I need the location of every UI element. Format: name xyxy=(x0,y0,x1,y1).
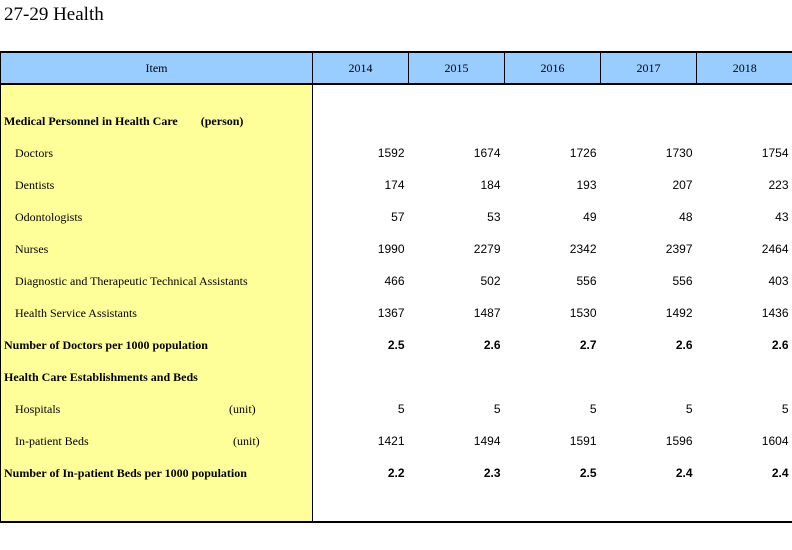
unit-label: (unit) xyxy=(233,433,260,448)
cell-value: 2279 xyxy=(473,242,501,256)
row-label-text: Doctors xyxy=(15,145,53,160)
table-header-row: Item 2014 2015 2016 2017 2018 xyxy=(0,51,792,85)
cell-value: 1367 xyxy=(377,306,405,320)
row-label-text: Hospitals xyxy=(15,401,61,416)
cell-value: 502 xyxy=(480,274,501,288)
row-label: Dentists xyxy=(0,169,313,201)
cell-value: 2.7 xyxy=(579,338,597,352)
cell-value: 2.5 xyxy=(579,466,597,480)
table-row: Medical Personnel in Health Care (person… xyxy=(0,105,792,137)
column-header-year: 2017 xyxy=(600,51,697,85)
cell-value: 207 xyxy=(672,178,693,192)
cell-value: 2.2 xyxy=(387,466,405,480)
section-label: Medical Personnel in Health Care xyxy=(4,113,178,128)
cell-value: 5 xyxy=(589,402,597,416)
cell-value: 1494 xyxy=(473,434,501,448)
cell-value: 1596 xyxy=(665,434,693,448)
spacer-row xyxy=(0,84,792,105)
cell-value: 57 xyxy=(391,210,405,224)
table-row: In-patient Beds (unit) 1421 1494 1591 15… xyxy=(0,425,792,457)
cell-value: 466 xyxy=(384,274,405,288)
cell-value: 2.6 xyxy=(675,338,693,352)
row-label-text: In-patient Beds xyxy=(15,433,89,448)
health-table-container: Item 2014 2015 2016 2017 2018 Medical Pe… xyxy=(0,51,792,523)
cell-value: 5 xyxy=(781,402,789,416)
cell-value: 1492 xyxy=(665,306,693,320)
table-row: Diagnostic and Therapeutic Technical Ass… xyxy=(0,265,792,297)
column-header-item: Item xyxy=(0,51,313,85)
table-row: Nurses 1990 2279 2342 2397 2464 xyxy=(0,233,792,265)
cell-value: 43 xyxy=(775,210,789,224)
column-header-year: 2016 xyxy=(504,51,601,85)
cell-value: 5 xyxy=(397,402,405,416)
table-row: Health Care Establishments and Beds xyxy=(0,361,792,393)
cell-value: 556 xyxy=(576,274,597,288)
cell-value: 1754 xyxy=(761,146,789,160)
section-label: Health Care Establishments and Beds xyxy=(0,361,313,393)
row-label-text: Health Service Assistants xyxy=(15,305,137,320)
cell-value: 1421 xyxy=(377,434,405,448)
row-label: Odontologists xyxy=(0,201,313,233)
cell-value: 2.4 xyxy=(675,466,693,480)
cell-value: 2464 xyxy=(761,242,789,256)
cell-value: 1436 xyxy=(761,306,789,320)
row-label: Health Service Assistants xyxy=(0,297,313,329)
table-row: Hospitals (unit) 5 5 5 5 5 xyxy=(0,393,792,425)
table-row: Number of In-patient Beds per 1000 popul… xyxy=(0,457,792,489)
cell-value: 223 xyxy=(768,178,789,192)
row-label-text: Nurses xyxy=(15,241,49,256)
cell-value: 2.3 xyxy=(483,466,501,480)
cell-value: 556 xyxy=(672,274,693,288)
cell-value: 2.5 xyxy=(387,338,405,352)
spacer-row xyxy=(0,489,792,523)
row-label: Diagnostic and Therapeutic Technical Ass… xyxy=(0,265,313,297)
cell-value: 53 xyxy=(487,210,501,224)
row-label: Doctors xyxy=(0,137,313,169)
row-label: Number of Doctors per 1000 population xyxy=(0,329,313,361)
cell-value: 1990 xyxy=(377,242,405,256)
table-row: Dentists 174 184 193 207 223 xyxy=(0,169,792,201)
cell-value: 2.6 xyxy=(771,338,789,352)
column-header-year: 2018 xyxy=(696,51,792,85)
cell-value: 1592 xyxy=(377,146,405,160)
cell-value: 193 xyxy=(576,178,597,192)
row-label: Hospitals (unit) xyxy=(0,393,313,425)
cell-value: 1530 xyxy=(569,306,597,320)
cell-value: 184 xyxy=(480,178,501,192)
cell-value: 2342 xyxy=(569,242,597,256)
cell-value: 174 xyxy=(384,178,405,192)
cell-value: 2.4 xyxy=(771,466,789,480)
page-title: 27-29 Health xyxy=(4,4,104,25)
health-statistics-table: Item 2014 2015 2016 2017 2018 Medical Pe… xyxy=(0,51,792,523)
table-row: Health Service Assistants 1367 1487 1530… xyxy=(0,297,792,329)
row-label: Number of In-patient Beds per 1000 popul… xyxy=(0,457,313,489)
unit-label: (unit) xyxy=(229,401,256,416)
table-row: Doctors 1592 1674 1726 1730 1754 xyxy=(0,137,792,169)
row-label-text: Diagnostic and Therapeutic Technical Ass… xyxy=(15,273,248,288)
cell-value: 2.6 xyxy=(483,338,501,352)
cell-value: 1674 xyxy=(473,146,501,160)
row-label: Nurses xyxy=(0,233,313,265)
column-header-year: 2014 xyxy=(312,51,409,85)
cell-value: 1726 xyxy=(569,146,597,160)
cell-value: 5 xyxy=(493,402,501,416)
table-row: Odontologists 57 53 49 48 43 xyxy=(0,201,792,233)
cell-value: 2397 xyxy=(665,242,693,256)
row-label-text: Dentists xyxy=(15,177,55,192)
cell-value: 1487 xyxy=(473,306,501,320)
cell-value: 403 xyxy=(768,274,789,288)
row-label: Medical Personnel in Health Care (person… xyxy=(0,105,313,137)
cell-value: 48 xyxy=(679,210,693,224)
cell-value: 49 xyxy=(583,210,597,224)
column-header-year: 2015 xyxy=(408,51,505,85)
row-label-text: Odontologists xyxy=(15,209,83,224)
cell-value: 1591 xyxy=(569,434,597,448)
cell-value: 5 xyxy=(685,402,693,416)
table-row: Number of Doctors per 1000 population 2.… xyxy=(0,329,792,361)
cell-value: 1604 xyxy=(761,434,789,448)
cell-value: 1730 xyxy=(665,146,693,160)
row-label: In-patient Beds (unit) xyxy=(0,425,313,457)
unit-label: (person) xyxy=(200,113,244,128)
